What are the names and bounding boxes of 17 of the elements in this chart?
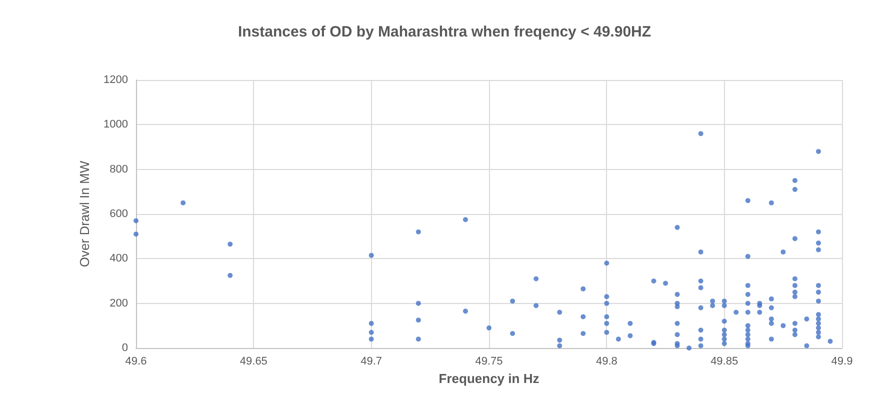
y-axis-title: Over Drawl In MW xyxy=(77,160,92,268)
x-axis-title: Frequency in Hz xyxy=(438,370,540,386)
x-tick-label: 49.65 xyxy=(240,356,268,368)
y-tick-label: 800 xyxy=(110,163,128,176)
x-tick-label: 49.85 xyxy=(710,356,738,368)
x-tick-label: 49.9 xyxy=(831,356,853,368)
x-tick-label: 49.6 xyxy=(125,356,147,368)
y-tick-label: 1200 xyxy=(104,74,128,86)
x-tick-label: 49.75 xyxy=(475,356,503,368)
y-tick-label: 0 xyxy=(122,342,128,354)
y-tick-label: 400 xyxy=(110,252,128,265)
y-tick-label: 1000 xyxy=(104,118,128,131)
x-tick-label: 49.8 xyxy=(596,356,618,368)
y-tick-label: 600 xyxy=(110,208,128,220)
y-tick-label: 200 xyxy=(110,297,128,310)
chart-title: Instances of OD by Maharashtra when freqency < 49.90HZ xyxy=(238,24,652,40)
x-tick-label: 49.7 xyxy=(360,356,382,368)
